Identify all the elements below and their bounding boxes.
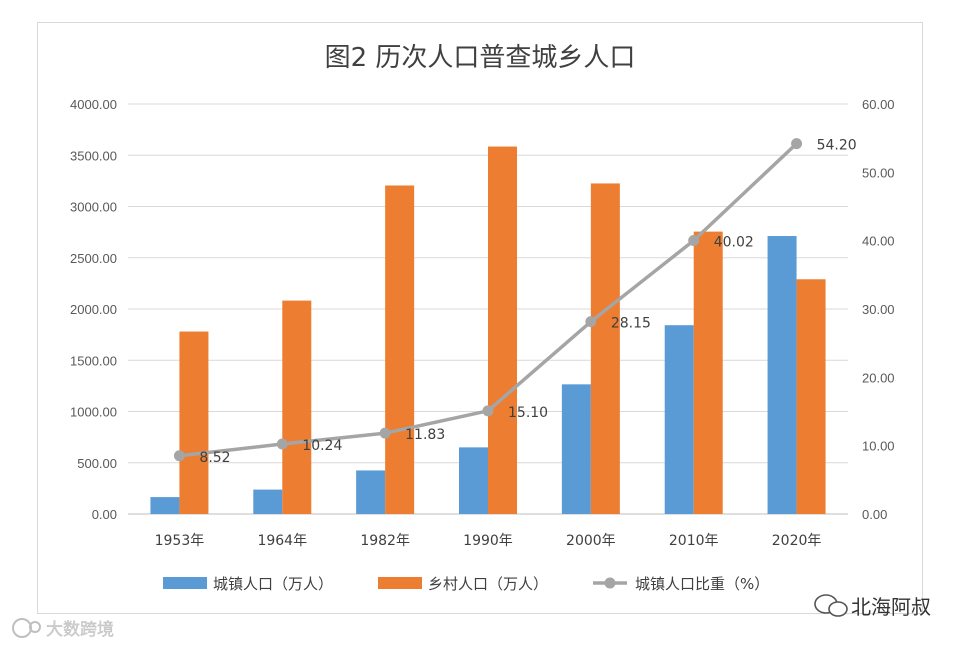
left-axis-ticks: 0.00 500.00 1000.00 1500.00 2000.00 2500.00 30… (70, 97, 117, 522)
urban-share-data-label: 11.83 (405, 427, 445, 443)
rural-bar (488, 146, 517, 514)
x-tick-label: 1982年 (360, 533, 410, 549)
watermark-right-text: 北海阿叔 (851, 595, 931, 619)
urban-share-point (173, 450, 185, 462)
legend-rural-label: 乡村人口（万人） (428, 575, 548, 593)
legend-share-label: 城镇人口比重（%） (635, 575, 769, 593)
legend-urban-label: 城镇人口（万人） (213, 575, 333, 593)
legend: 城镇人口（万人） 乡村人口（万人） 城镇人口比重（%） (163, 575, 769, 593)
left-tick-label: 3500.00 (70, 148, 117, 163)
urban-bar (664, 325, 694, 514)
x-tick-label: 2000年 (566, 533, 616, 549)
right-tick-label: 20.00 (862, 370, 895, 385)
urban-share-point (688, 235, 700, 247)
right-tick-label: 60.00 (862, 97, 895, 112)
rural-bar (590, 183, 620, 514)
right-tick-label: 30.00 (862, 302, 895, 317)
urban-share-data-label: 54.20 (817, 138, 857, 154)
urban-share-point (482, 405, 494, 417)
urban-share-data-label: 40.02 (714, 235, 754, 251)
x-tick-label: 2010年 (669, 533, 719, 549)
urban-share-data-label: 15.10 (508, 405, 548, 421)
legend-urban-swatch (163, 577, 207, 589)
left-tick-label: 2500.00 (70, 251, 117, 266)
urban-bar (561, 384, 591, 514)
urban-share-data-label: 28.15 (611, 316, 651, 332)
urban-bar (356, 470, 386, 514)
left-tick-label: 1000.00 (70, 405, 117, 420)
x-axis-ticks: 1953年 1964年 1982年 1990年 2000年 2010年 2020年 (155, 533, 822, 549)
urban-share-data-label: 8.52 (199, 450, 230, 466)
urban-bar (253, 489, 283, 514)
right-tick-label: 10.00 (862, 439, 895, 454)
watermark-left-text: 大数跨境 (46, 620, 114, 640)
watermark-logo-dot-icon (29, 621, 41, 633)
line-series: 8.52 10.24 11.83 15.10 28.15 40.02 54.20 (173, 138, 857, 466)
rural-bar (179, 331, 209, 514)
x-tick-label: 1964年 (257, 533, 307, 549)
left-tick-label: 0.00 (92, 507, 117, 522)
rural-bar (385, 185, 415, 515)
urban-share-data-label: 10.24 (302, 438, 342, 454)
legend-rural-swatch (378, 577, 422, 589)
left-tick-label: 3000.00 (70, 200, 117, 215)
urban-bar (459, 447, 488, 514)
right-tick-label: 0.00 (862, 507, 887, 522)
chart-title: 图2 历次人口普查城乡人口 (325, 43, 636, 73)
left-tick-label: 2000.00 (70, 302, 117, 317)
left-tick-label: 4000.00 (70, 97, 117, 112)
right-tick-label: 40.00 (862, 234, 895, 249)
urban-share-point (379, 427, 391, 439)
rural-bar (693, 231, 723, 515)
urban-bar (767, 236, 797, 514)
rural-bar (282, 300, 312, 514)
urban-bar (150, 497, 180, 514)
legend-share-marker (604, 577, 616, 589)
watermark-logo-icon (12, 618, 32, 638)
urban-share-point (791, 138, 803, 150)
x-tick-label: 1990年 (463, 533, 513, 549)
x-tick-label: 2020年 (772, 533, 822, 549)
left-tick-label: 1500.00 (70, 353, 117, 368)
right-tick-label: 50.00 (862, 165, 895, 180)
wechat-logo-bubble-icon (828, 601, 848, 617)
bars (150, 146, 826, 515)
watermark-left: 大数跨境 (12, 618, 114, 640)
x-tick-label: 1953年 (155, 533, 205, 549)
rural-bar (796, 279, 826, 514)
left-tick-label: 500.00 (77, 456, 117, 471)
urban-share-point (585, 316, 597, 328)
right-axis-ticks: 0.00 10.00 20.00 30.00 40.00 50.00 60.00 (862, 97, 895, 522)
watermark-right: 北海阿叔 (814, 594, 931, 619)
urban-share-point (276, 438, 288, 450)
